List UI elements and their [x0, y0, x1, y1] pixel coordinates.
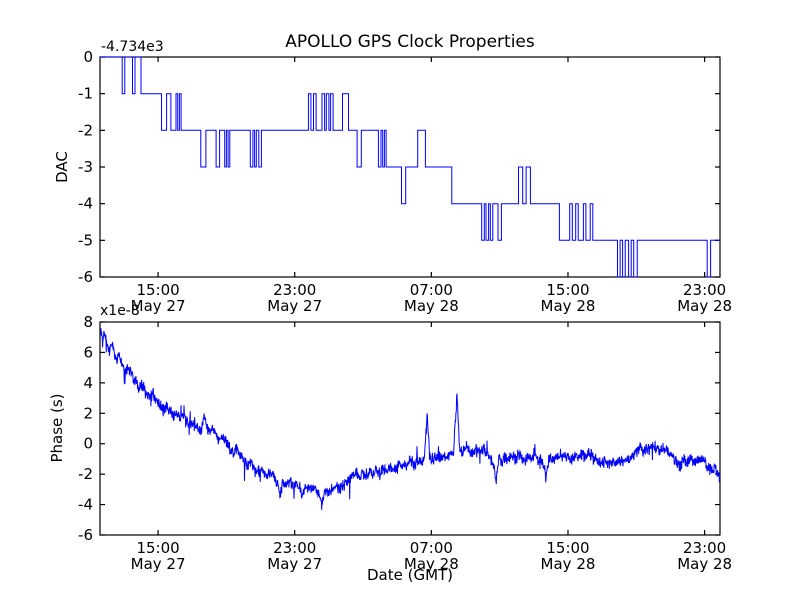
dac-xtick-label: 15:00 — [136, 281, 179, 299]
phase-ytick-label: 6 — [83, 343, 93, 361]
dac-ytick-label: -4 — [78, 195, 93, 213]
phase-xtick-label: 15:00 — [136, 539, 179, 557]
phase-ytick-label: 0 — [83, 435, 93, 453]
phase-series-line — [100, 328, 721, 510]
phase-xtick-label: 07:00 — [410, 539, 453, 557]
dac-xtick-label: May 28 — [541, 297, 596, 315]
phase-ytick-label: 4 — [83, 374, 93, 392]
dac-xtick-label: May 28 — [404, 297, 459, 315]
phase-ytick-label: 2 — [83, 404, 93, 422]
dac-ytick-label: -1 — [78, 85, 93, 103]
phase-xtick-label: 23:00 — [683, 539, 726, 557]
phase-ytick-label: 8 — [83, 313, 93, 331]
phase-xtick-label: 23:00 — [273, 539, 316, 557]
dac-xtick-label: 15:00 — [546, 281, 589, 299]
phase-ylabel: Phase (s) — [48, 393, 66, 463]
dac-xtick-label: 23:00 — [273, 281, 316, 299]
dac-ytick-label: -3 — [78, 158, 93, 176]
dac-ylabel: DAC — [53, 151, 71, 183]
phase-xtick-label: 15:00 — [546, 539, 589, 557]
phase-axis-multiplier-label: x1e-8 — [100, 303, 140, 319]
dac-xtick-label: 07:00 — [410, 281, 453, 299]
phase-ytick-label: -2 — [78, 465, 93, 483]
dac-xtick-label: May 27 — [131, 297, 186, 315]
phase-xtick-label: May 28 — [677, 555, 732, 573]
dac-xtick-label: May 27 — [267, 297, 322, 315]
dac-ytick-label: 0 — [83, 48, 93, 66]
date-xlabel: Date (GMT) — [366, 566, 454, 584]
chart-title: APOLLO GPS Clock Properties — [285, 32, 535, 52]
phase-ytick-label: -6 — [78, 526, 93, 544]
phase-ytick-label: -4 — [78, 496, 93, 514]
phase-xtick-label: May 27 — [267, 555, 322, 573]
phase-xtick-label: May 28 — [541, 555, 596, 573]
dac-axis-offset-label: -4.734e3 — [101, 39, 164, 55]
dac-ytick-label: -6 — [78, 268, 93, 286]
phase-xtick-label: May 28 — [404, 555, 459, 573]
dac-series-line — [100, 56, 720, 278]
dac-xtick-label: 23:00 — [683, 281, 726, 299]
phase-xtick-label: May 27 — [131, 555, 186, 573]
phase-axes-frame — [99, 321, 721, 536]
dac-xtick-label: May 28 — [677, 297, 732, 315]
dac-ytick-label: -5 — [78, 231, 93, 249]
dac-ytick-label: -2 — [78, 121, 93, 139]
